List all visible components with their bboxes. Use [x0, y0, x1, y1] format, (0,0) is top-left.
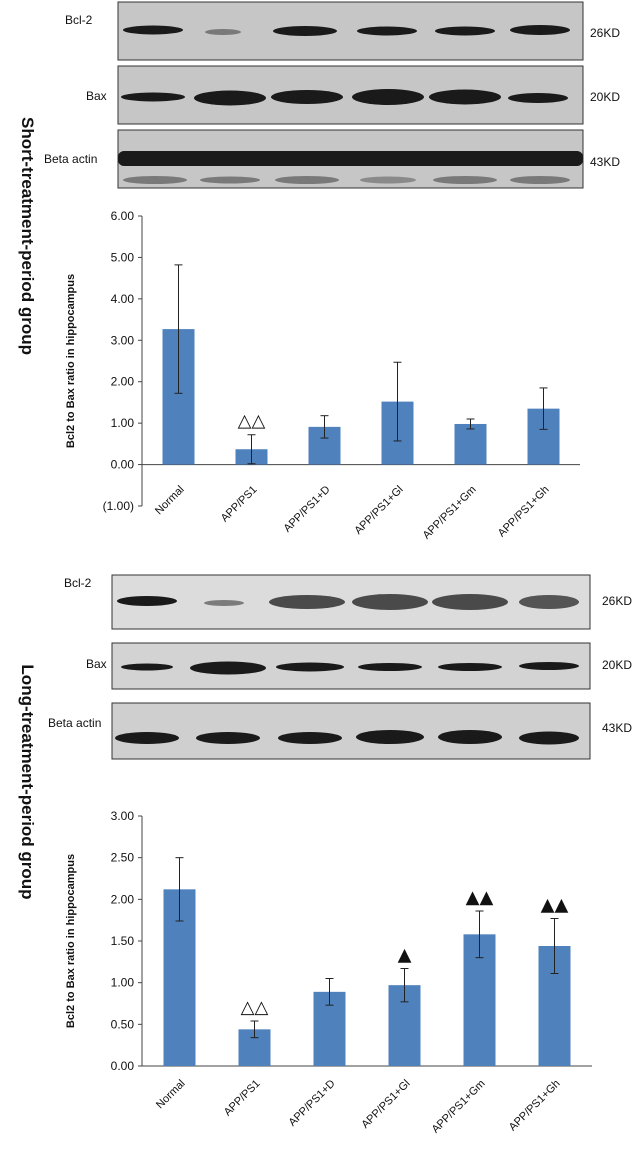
short-blot-actin-kd: 43KD [590, 155, 620, 169]
long-y-tick-label: 0.50 [111, 1017, 135, 1031]
long-blot-bcl2-kd: 26KD [602, 594, 632, 608]
long-x-tick-label: APP/PS1+D [287, 1078, 338, 1129]
short-x-tick-label: APP/PS1 [219, 484, 260, 525]
long-group-title: Long-treatment-period group [18, 664, 37, 899]
short-y-tick-label: 2.00 [111, 375, 135, 389]
short-blot-bcl2-kd: 26KD [590, 26, 620, 40]
long-y-tick-label: 3.00 [111, 809, 135, 823]
short-blot-bax-label: Bax [86, 89, 107, 103]
long-x-tick-label: APP/PS1+Gl [359, 1078, 412, 1131]
short-y-tick-label: 6.00 [111, 209, 135, 223]
long-y-tick-label: 2.00 [111, 892, 135, 906]
short-blot-bcl2 [117, 1, 584, 61]
short-y-tick-label: 3.00 [111, 333, 135, 347]
long-blot-bcl2-membrane [111, 574, 591, 630]
short-blot-actin [117, 129, 584, 189]
short-bar-chart: (1.00) 0.00 1.00 2.00 3.00 4.00 5.00 6.00 Bcl2 t… [65, 209, 580, 542]
long-bar-chart: 0.00 0.50 1.00 1.50 2.00 2.50 3.00 Bcl2 to Bax … [65, 809, 592, 1136]
long-significance-marker: ▲ [398, 945, 412, 966]
long-blot-actin-membrane [111, 702, 591, 760]
long-blot-actin-kd: 43KD [602, 721, 632, 735]
short-significance-marker: △△ [238, 411, 266, 432]
long-blot-actin [111, 702, 591, 760]
short-y-tick-label: 5.00 [111, 250, 135, 264]
short-blot-actin-label: Beta actin [44, 152, 97, 166]
long-blot-bax-membrane [111, 642, 591, 690]
short-y-axis-label: Bcl2 to Bax ratio in hippocampus [65, 274, 77, 448]
short-x-tick-label: APP/PS1+Gm [421, 484, 479, 542]
long-y-tick-label: 1.00 [111, 976, 135, 990]
long-y-tick-label: 2.50 [111, 851, 135, 865]
short-x-tick-label: APP/PS1+D [282, 484, 333, 535]
long-x-tick-label: APP/PS1+Gh [507, 1078, 563, 1134]
long-y-tick-label: 0.00 [111, 1059, 135, 1073]
long-significance-marker: ▲▲ [541, 895, 569, 916]
short-blot-bax-membrane [117, 65, 584, 125]
short-bar-5 [454, 423, 487, 465]
short-x-tick-label: Normal [153, 484, 187, 518]
short-blot-bax-kd: 20KD [590, 90, 620, 104]
long-blot-actin-label: Beta actin [48, 716, 101, 730]
short-blot-bax [117, 65, 584, 125]
short-y-tick-label: 1.00 [111, 416, 135, 430]
long-x-tick-label: APP/PS1+Gm [430, 1078, 488, 1136]
long-y-tick-label: 1.50 [111, 934, 135, 948]
long-blot-bax-label: Bax [86, 657, 107, 671]
short-blot-bcl2-label: Bcl-2 [65, 13, 93, 27]
long-blot-bax [111, 642, 591, 690]
long-significance-marker: ▲▲ [466, 887, 494, 908]
short-y-tick-label: 4.00 [111, 292, 135, 306]
short-x-tick-label: APP/PS1+Gl [352, 484, 405, 537]
short-x-tick-label: APP/PS1+Gh [496, 484, 552, 540]
long-significance-marker: △△ [241, 997, 269, 1018]
long-x-tick-label: Normal [154, 1078, 188, 1112]
short-y-tick-label: (1.00) [103, 499, 134, 513]
long-blot-bcl2 [111, 574, 591, 630]
long-y-axis-label: Bcl2 to Bax ratio in hippocampus [65, 854, 77, 1028]
long-x-tick-label: APP/PS1 [222, 1078, 263, 1119]
short-y-tick-label: 0.00 [111, 458, 135, 472]
short-blot-bcl2-membrane [117, 1, 584, 61]
short-group-title: Short-treatment-period group [18, 117, 37, 355]
long-blot-bcl2-label: Bcl-2 [64, 576, 92, 590]
long-blot-bax-kd: 20KD [602, 658, 632, 672]
